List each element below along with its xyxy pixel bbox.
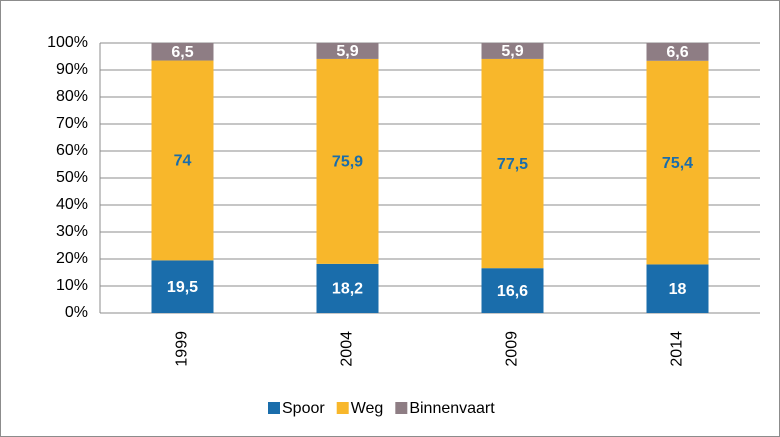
value-label: 18,2 bbox=[332, 281, 363, 298]
value-label: 5,9 bbox=[336, 43, 358, 60]
x-tick-label: 2009 bbox=[504, 331, 521, 367]
bar-segment bbox=[646, 43, 709, 61]
bar-segment bbox=[481, 268, 544, 313]
y-tick-label: 50% bbox=[56, 169, 88, 186]
bar-segment bbox=[316, 58, 379, 264]
value-label: 6,6 bbox=[666, 44, 688, 61]
y-tick-label: 60% bbox=[56, 142, 88, 159]
y-tick-label: 80% bbox=[56, 88, 88, 105]
value-label: 6,5 bbox=[171, 44, 193, 61]
y-tick-label: 90% bbox=[56, 61, 88, 78]
value-label: 16,6 bbox=[497, 283, 528, 300]
legend-label: Binnenvaart bbox=[409, 400, 495, 417]
legend-label: Spoor bbox=[282, 400, 325, 417]
value-label: 18 bbox=[669, 281, 687, 298]
bar-segment bbox=[316, 43, 379, 59]
value-label: 5,9 bbox=[501, 43, 523, 60]
y-tick-label: 0% bbox=[65, 304, 88, 321]
bar-segment bbox=[151, 60, 214, 261]
value-label: 19,5 bbox=[167, 279, 198, 296]
x-tick-label: 2014 bbox=[669, 331, 686, 367]
bar-segment bbox=[481, 43, 544, 59]
legend-swatch bbox=[268, 402, 280, 414]
x-tick-label: 2004 bbox=[339, 331, 356, 367]
y-tick-label: 10% bbox=[56, 277, 88, 294]
value-label: 75,4 bbox=[662, 155, 693, 172]
y-tick-label: 70% bbox=[56, 115, 88, 132]
legend-swatch bbox=[336, 402, 349, 414]
y-tick-label: 40% bbox=[56, 196, 88, 213]
x-tick-label: 1999 bbox=[174, 331, 191, 367]
value-label: 74 bbox=[174, 153, 192, 170]
y-tick-label: 20% bbox=[56, 250, 88, 267]
value-label: 77,5 bbox=[497, 156, 528, 173]
bar-segment bbox=[481, 58, 544, 269]
legend-label: Weg bbox=[351, 400, 384, 417]
bar-segment bbox=[151, 43, 214, 61]
bar-segment bbox=[151, 260, 214, 313]
bar-segment bbox=[646, 60, 709, 265]
y-tick-label: 30% bbox=[56, 223, 88, 240]
value-label: 75,9 bbox=[332, 154, 363, 171]
bar-segment bbox=[646, 264, 709, 313]
bar-segment bbox=[316, 263, 379, 313]
legend-swatch bbox=[395, 402, 408, 414]
y-tick-label: 100% bbox=[47, 34, 88, 51]
